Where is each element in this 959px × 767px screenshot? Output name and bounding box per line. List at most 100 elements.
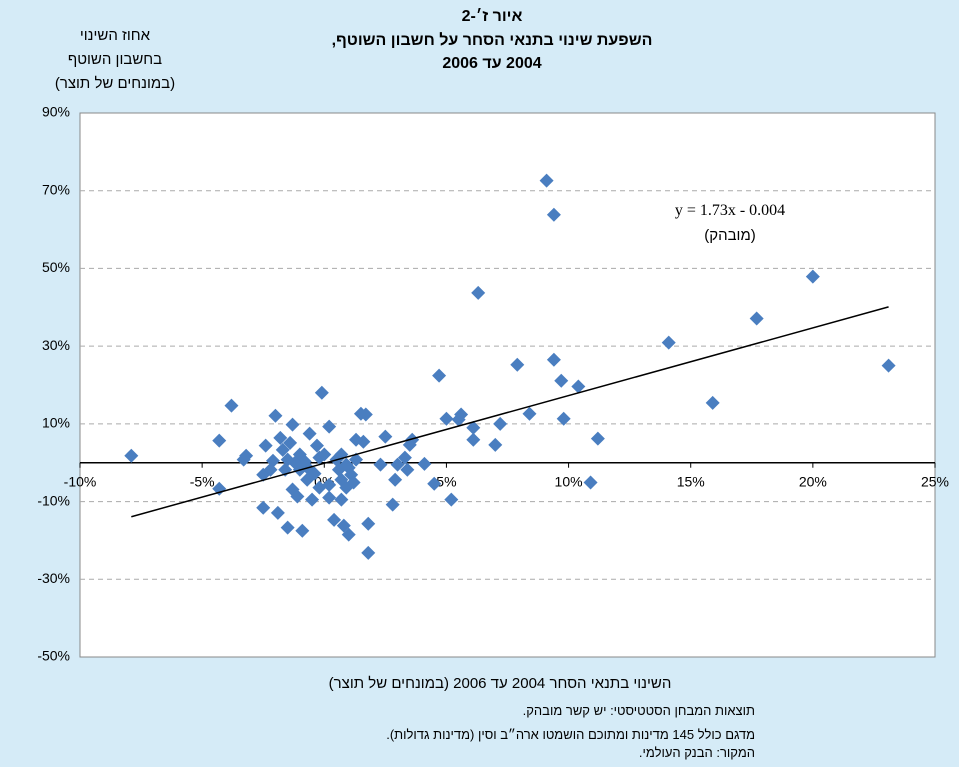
point xyxy=(322,477,337,492)
annotation: y = 1.73x - 0.004 xyxy=(674,202,786,219)
x-tick-label: 15% xyxy=(677,473,705,489)
point xyxy=(268,408,283,423)
point xyxy=(554,373,569,388)
point xyxy=(334,492,349,507)
point xyxy=(390,457,405,472)
point xyxy=(212,433,227,448)
point xyxy=(466,432,481,447)
y-tick-label: -10% xyxy=(37,492,70,508)
point xyxy=(358,407,373,422)
point xyxy=(322,419,337,434)
note: המקור: הבנק העולמי. xyxy=(638,745,755,760)
note: תוצאות המבחן הסטטיסטי: יש קשר מובהק. xyxy=(522,703,755,718)
point xyxy=(275,442,290,457)
x-tick-label: 5% xyxy=(436,473,456,489)
x-tick-label: -5% xyxy=(190,473,215,489)
point xyxy=(546,352,561,367)
point xyxy=(212,481,227,496)
point xyxy=(454,407,469,422)
trendline xyxy=(131,306,889,518)
point xyxy=(239,448,254,463)
y-tick-label: -30% xyxy=(37,570,70,586)
point xyxy=(280,520,295,535)
title-line: השפעת שינוי בתנאי הסחר על חשבון השוטף, xyxy=(331,32,653,49)
point xyxy=(590,431,605,446)
y-tick-label: 50% xyxy=(42,259,70,275)
x-tick-label: 25% xyxy=(921,473,949,489)
point xyxy=(397,450,412,465)
point xyxy=(280,452,295,467)
point xyxy=(273,430,288,445)
y-tick-label: 90% xyxy=(42,104,70,120)
y-tick-label: 70% xyxy=(42,181,70,197)
point xyxy=(307,466,322,481)
point xyxy=(881,358,896,373)
point xyxy=(400,462,415,477)
point xyxy=(263,462,278,477)
point xyxy=(283,435,298,450)
point xyxy=(471,285,486,300)
note: מדגם כולל 145 מדינות ומתוכם הושמטו ארה״ב… xyxy=(386,727,755,742)
point xyxy=(510,357,525,372)
point xyxy=(305,492,320,507)
y-axis-label: בחשבון השוטף xyxy=(67,51,163,68)
point xyxy=(317,447,332,462)
point xyxy=(309,438,324,453)
point xyxy=(571,379,586,394)
point xyxy=(256,500,271,515)
point xyxy=(258,438,273,453)
x-tick-label: 20% xyxy=(799,473,827,489)
y-tick-label: 30% xyxy=(42,337,70,353)
point xyxy=(285,417,300,432)
point xyxy=(439,411,454,426)
point xyxy=(661,335,676,350)
x-tick-label: -10% xyxy=(64,473,97,489)
y-tick-label: -50% xyxy=(37,648,70,664)
point xyxy=(327,512,342,527)
point xyxy=(493,416,508,431)
point xyxy=(322,490,337,505)
point xyxy=(378,429,393,444)
point xyxy=(556,411,571,426)
point xyxy=(444,492,459,507)
point xyxy=(546,207,561,222)
point xyxy=(522,406,537,421)
y-tick-label: 10% xyxy=(42,415,70,431)
point xyxy=(314,385,329,400)
point xyxy=(466,420,481,435)
title-line: איור ז׳-2 xyxy=(461,8,523,25)
point xyxy=(373,457,388,472)
point xyxy=(805,269,820,284)
title-line: 2004 עד 2006 xyxy=(442,55,542,72)
point xyxy=(488,437,503,452)
point xyxy=(361,516,376,531)
point xyxy=(361,545,376,560)
point xyxy=(405,432,420,447)
point xyxy=(583,475,598,490)
x-tick-label: 10% xyxy=(555,473,583,489)
point xyxy=(341,527,356,542)
y-axis-label: אחוז השינוי xyxy=(79,27,151,44)
plot-area xyxy=(79,112,936,658)
point xyxy=(349,432,364,447)
point xyxy=(339,480,354,495)
point xyxy=(124,448,139,463)
point xyxy=(417,456,432,471)
point xyxy=(270,505,285,520)
point xyxy=(331,462,346,477)
point xyxy=(341,460,356,475)
x-axis-label: השינוי בתנאי הסחר 2004 עד 2006 (במונחים … xyxy=(328,675,672,692)
point xyxy=(312,480,327,495)
point xyxy=(385,497,400,512)
point xyxy=(224,398,239,413)
point xyxy=(295,523,310,538)
point xyxy=(539,173,554,188)
point xyxy=(302,426,317,441)
point xyxy=(432,368,447,383)
point xyxy=(388,472,403,487)
point xyxy=(427,476,442,491)
point xyxy=(749,311,764,326)
point xyxy=(705,395,720,410)
